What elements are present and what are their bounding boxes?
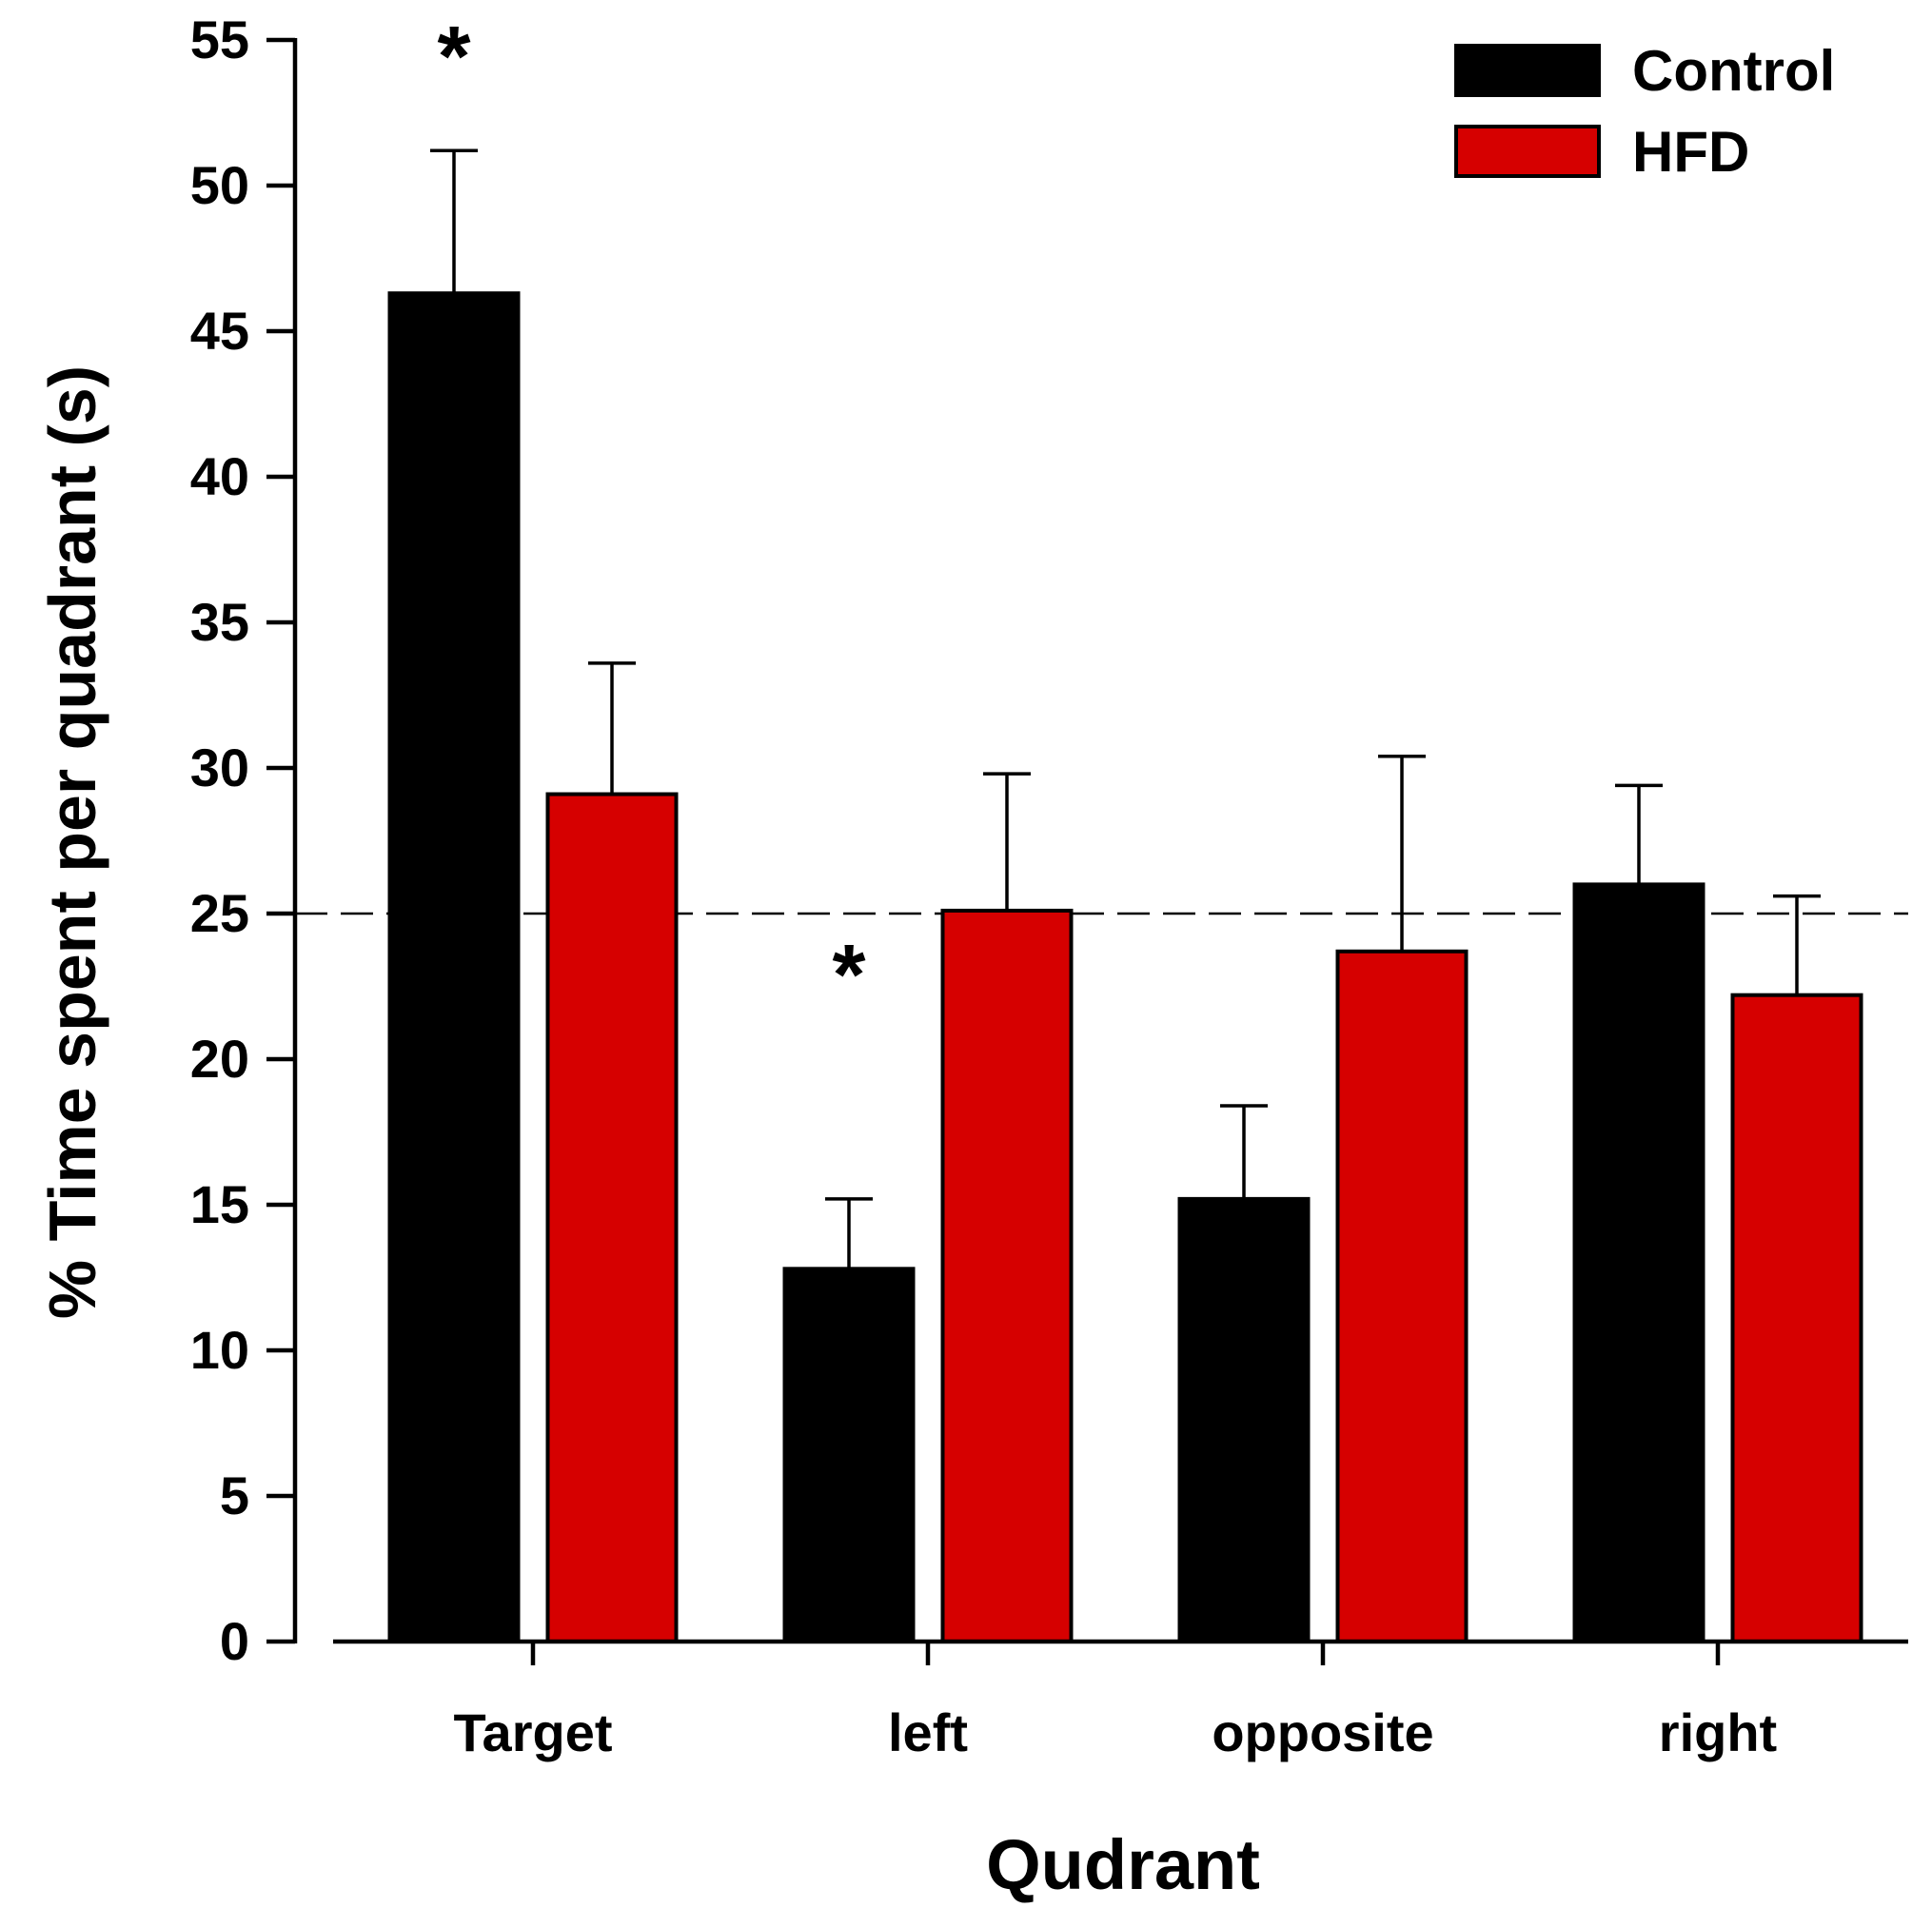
bar-control-left bbox=[782, 1267, 916, 1643]
bar-hfd-target bbox=[545, 792, 679, 1643]
y-tick-label-20: 20 bbox=[190, 1029, 249, 1089]
y-tick-label-15: 15 bbox=[190, 1174, 249, 1234]
legend-swatch-control bbox=[1454, 44, 1601, 97]
y-tick-label-0: 0 bbox=[220, 1611, 249, 1671]
bar-control-opposite bbox=[1177, 1196, 1311, 1643]
bar-hfd-left bbox=[940, 908, 1074, 1643]
y-tick-label-30: 30 bbox=[190, 738, 249, 797]
significance-asterisk-target: * bbox=[437, 10, 470, 105]
significance-asterisk-left: * bbox=[832, 928, 865, 1023]
bar-hfd-opposite bbox=[1335, 949, 1469, 1643]
bar-control-target bbox=[387, 291, 521, 1644]
x-tick-label-opposite: opposite bbox=[1212, 1702, 1433, 1762]
y-tick-label-40: 40 bbox=[190, 446, 249, 506]
y-tick-label-45: 45 bbox=[190, 301, 249, 361]
y-axis-title: % Time spent per quadrant (s) bbox=[35, 365, 109, 1319]
x-tick-label-target: Target bbox=[454, 1702, 613, 1762]
y-tick-label-55: 55 bbox=[190, 10, 249, 69]
legend-label-hfd: HFD bbox=[1632, 120, 1749, 184]
y-tick-label-35: 35 bbox=[190, 592, 249, 652]
x-tick-label-right: right bbox=[1659, 1702, 1777, 1762]
bar-hfd-right bbox=[1730, 993, 1863, 1644]
x-tick-label-left: left bbox=[888, 1702, 968, 1762]
y-tick-label-50: 50 bbox=[190, 155, 249, 215]
y-tick-label-25: 25 bbox=[190, 883, 249, 943]
x-axis-title: Qudrant bbox=[986, 1825, 1260, 1903]
legend-label-control: Control bbox=[1632, 39, 1835, 103]
y-tick-label-10: 10 bbox=[190, 1320, 249, 1380]
bar-control-right bbox=[1572, 882, 1705, 1643]
y-tick-label-5: 5 bbox=[220, 1465, 249, 1525]
legend-swatch-hfd bbox=[1454, 125, 1601, 178]
